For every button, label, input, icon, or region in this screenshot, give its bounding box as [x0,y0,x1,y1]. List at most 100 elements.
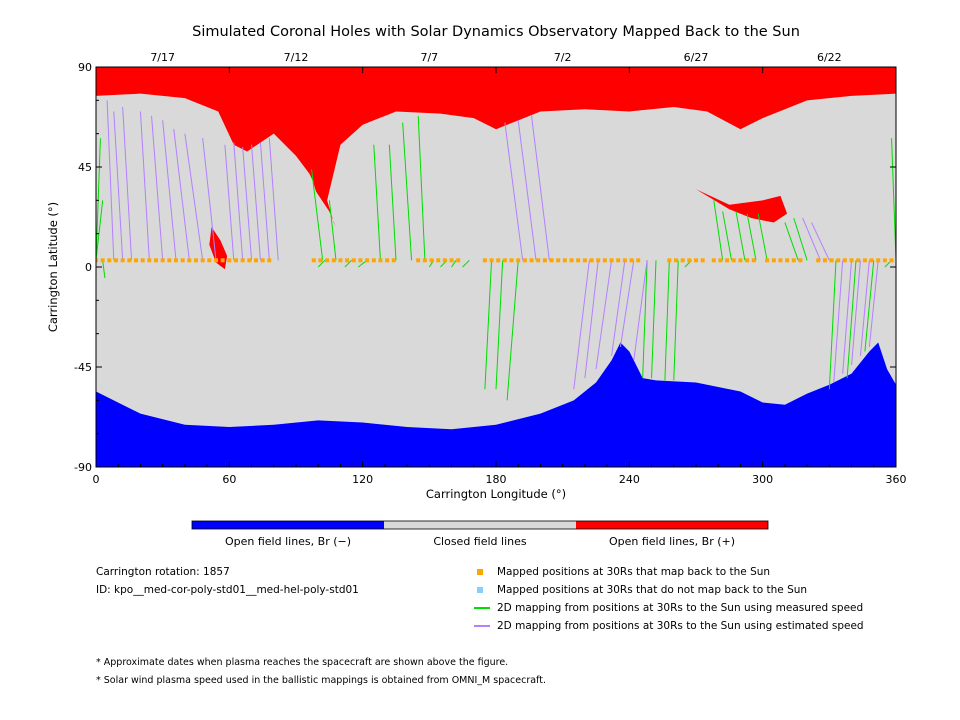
mapped-point [240,258,245,263]
mapped-point [738,258,743,263]
mapped-point [496,258,501,263]
measured-line [651,260,657,379]
carrington-rotation: Carrington rotation: 1857 [96,566,230,578]
mapped-point [725,258,730,263]
date-tick-label: 7/12 [284,51,309,64]
mapped-point [385,258,390,263]
measured-line [506,260,519,401]
estimated-line [811,222,830,261]
mapped-point [629,258,634,263]
note-dates: * Approximate dates when plasma reaches … [96,657,509,668]
mapped-point [556,258,561,263]
estimated-line [224,144,235,261]
y-tick-label: -90 [74,461,92,474]
x-tick-label: 360 [886,473,907,486]
mapped-point [502,258,507,263]
measured-line [735,211,746,261]
model-id: ID: kpo__med-cor-poly-std01__med-hel-pol… [96,584,359,596]
mapped-point [378,258,383,263]
measured-line [891,138,896,261]
mapped-point [234,258,238,263]
mapped-point [798,258,803,263]
estimated-line [619,260,635,348]
mapped-point [482,258,487,263]
mapped-point [771,258,776,263]
date-tick-label: 7/7 [420,51,438,64]
mapped-point [207,258,212,263]
x-tick-label: 60 [222,473,236,486]
x-axis-label: Carrington Longitude (°) [426,487,566,501]
x-tick-label: 300 [752,473,773,486]
estimated-swatch [474,625,490,627]
mapped-point [745,258,750,263]
mapped-point [596,258,601,263]
mapped-point [260,258,265,263]
mapped-point [549,258,554,263]
mapped-point [167,258,172,263]
mapped-point [536,258,541,263]
mapped-point [174,258,178,263]
mapped-point [456,258,461,263]
x-axis: 0 60 120 180 240 300 360 [93,67,907,486]
mapped-point [822,258,827,263]
measured-line [417,115,426,261]
measured-line [757,213,768,261]
mapped-point [876,258,881,263]
x-tick-label: 180 [486,473,507,486]
measured-line [344,259,352,268]
estimated-line [259,142,270,261]
estimated-line [268,138,279,261]
mapped-point [160,258,165,263]
measured-line [402,122,413,261]
mapped-point [636,258,641,263]
measured-line [102,260,106,279]
measured-line [864,260,875,352]
mapped-point [889,258,894,263]
mapped-point [791,258,796,263]
mapped-point [429,258,434,263]
scale-closed [384,521,576,529]
mapped-point [694,258,698,263]
estimated-speed-lines [106,100,879,390]
mapped-point [529,258,534,263]
estimated-line [122,106,133,261]
mapped-point [569,258,574,263]
legend-mapped: Mapped positions at 30Rs that map back t… [497,566,771,578]
legend-estimated: 2D mapping from positions at 30Rs to the… [497,620,864,632]
mapped-point [214,258,218,263]
mapped-point [562,258,567,263]
mapped-point [365,258,370,263]
mapped-point [836,258,841,263]
field-scale-bar: Open field lines, Br (−) Closed field li… [191,520,769,548]
mapped-point [489,258,494,263]
scale-label-closed: Closed field lines [433,535,527,548]
mapped-point [371,258,376,263]
mapped-point [100,258,105,263]
mapped-point [416,258,421,263]
mapped-point [147,258,152,263]
mapped-point [325,258,330,263]
mapped-point [862,258,867,263]
mapped-point [731,258,736,263]
mapped-point [220,258,225,263]
estimated-line [868,260,879,348]
x-tick-label: 120 [352,473,373,486]
mapped-point [127,258,132,263]
mapped-point [200,258,205,263]
legend-measured: 2D mapping from positions at 30Rs to the… [497,602,864,614]
estimated-line [139,111,150,261]
mapped-point [140,258,145,263]
mapped-point [778,258,783,263]
mapped-point [674,258,678,263]
measured-line [311,169,324,261]
measured-line [328,200,337,261]
y-tick-label: 0 [85,261,92,274]
mapped-point [154,258,158,263]
mapped-point [856,258,861,263]
estimated-line [173,129,190,261]
mapped-point [829,258,834,263]
mapped-point [345,258,350,263]
measured-line [388,144,397,261]
mapped-point [869,258,874,263]
